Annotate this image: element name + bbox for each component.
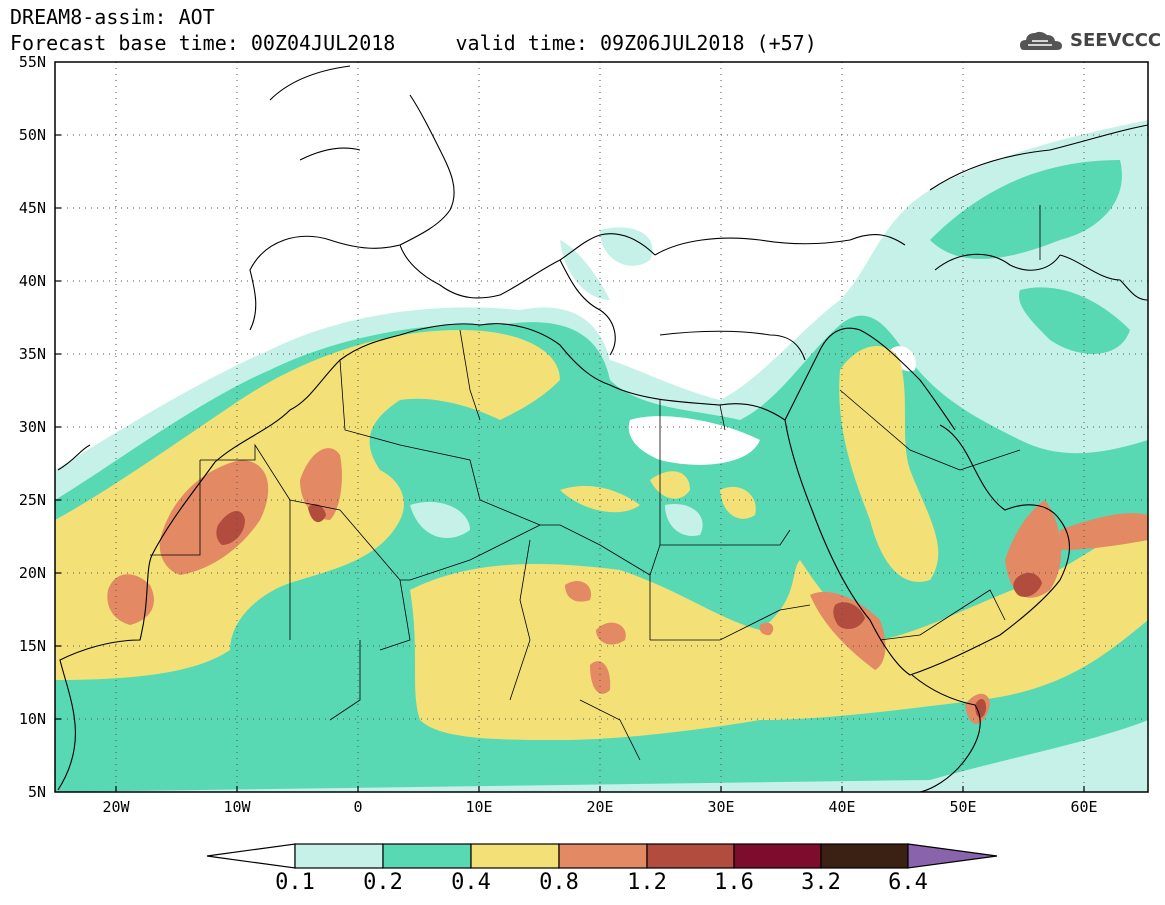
y-tick-label: 40N — [19, 272, 46, 290]
colorbar-label: 0.2 — [363, 870, 403, 895]
y-tick-label: 10N — [19, 710, 46, 728]
y-tick-label: 15N — [19, 637, 46, 655]
y-tick-label: 45N — [19, 199, 46, 217]
aot-fields — [55, 120, 1148, 792]
axis-ticks — [55, 134, 1085, 792]
x-tick-label: 20W — [102, 798, 130, 816]
title-line-2: Forecast base time: 00Z04JUL2018 valid t… — [10, 31, 817, 55]
coastlines — [57, 65, 1148, 792]
x-tick-label: 20E — [586, 798, 613, 816]
colorbar-label: 1.6 — [714, 870, 754, 895]
grid — [55, 62, 1148, 792]
x-tick-labels: 20W 10W 0 10E 20E 30E 40E 50E 60E — [102, 798, 1097, 816]
colorbar-swatch — [558, 843, 648, 869]
x-tick-label: 10E — [465, 798, 492, 816]
title-line-1: DREAM8-assim: AOT — [10, 5, 215, 29]
aot-level-1.2 — [216, 510, 245, 545]
x-tick-label: 0 — [353, 798, 362, 816]
y-tick-label: 50N — [19, 126, 46, 144]
x-tick-label: 30E — [707, 798, 734, 816]
y-tick-label: 25N — [19, 491, 46, 509]
aot-level-0.8 — [159, 460, 269, 575]
y-tick-label: 5N — [28, 783, 46, 801]
colorbar-label: 0.4 — [451, 870, 491, 895]
y-tick-labels: 5N 10N 15N 20N 25N 30N 35N 40N 45N 50N 5… — [19, 53, 46, 801]
x-tick-label: 50E — [949, 798, 976, 816]
y-tick-label: 55N — [19, 53, 46, 71]
colorbar-low-arrow — [206, 843, 296, 869]
colorbar-label: 0.8 — [539, 870, 579, 895]
colorbar-label: 1.2 — [627, 870, 667, 895]
y-tick-label: 30N — [19, 418, 46, 436]
x-tick-label: 10W — [223, 798, 251, 816]
colorbar-label: 6.4 — [888, 870, 928, 895]
colorbar-swatch — [294, 843, 384, 869]
colorbar-label: 3.2 — [801, 870, 841, 895]
colorbar-swatch — [820, 843, 909, 869]
y-tick-label: 35N — [19, 345, 46, 363]
colorbar-swatch — [470, 843, 560, 869]
colorbar-swatch — [646, 843, 735, 869]
logo-text: SEEVCCC — [1070, 30, 1162, 51]
cloud-icon — [1020, 31, 1062, 50]
y-tick-label: 20N — [19, 564, 46, 582]
x-tick-label: 60E — [1070, 798, 1097, 816]
colorbar-swatch — [382, 843, 472, 869]
colorbar — [206, 843, 998, 869]
colorbar-high-arrow — [907, 843, 998, 869]
colorbar-swatch — [733, 843, 822, 869]
country-borders — [150, 205, 1041, 761]
x-tick-label: 40E — [828, 798, 855, 816]
colorbar-label: 0.1 — [275, 870, 315, 895]
